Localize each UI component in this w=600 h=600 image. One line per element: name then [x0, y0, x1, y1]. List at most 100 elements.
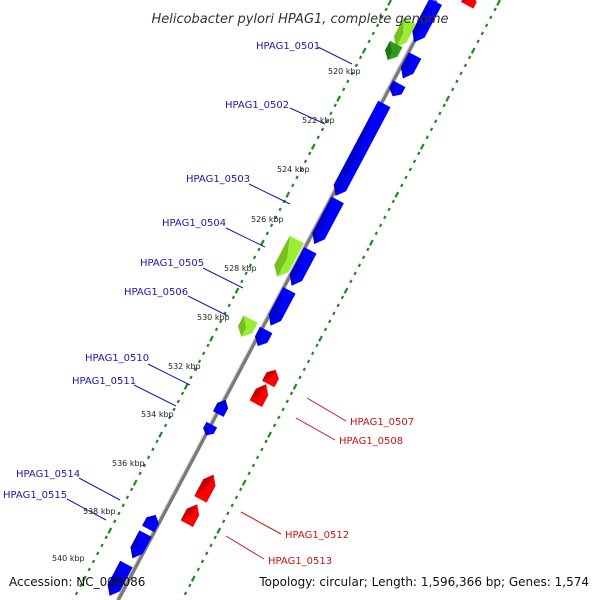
gene-features [107, 0, 477, 596]
gc-tick [285, 191, 291, 198]
gc-tick [107, 527, 113, 534]
gene-0501b-arrow[interactable] [400, 52, 422, 79]
gc-tick [214, 327, 219, 332]
gene-0508-arrow-shade [249, 384, 267, 401]
gene-0513-arrow-body [180, 504, 200, 527]
gc-tick [419, 143, 425, 150]
gc-tick [350, 71, 354, 76]
gene-0515-arrow[interactable] [130, 530, 152, 559]
gene-0506-arrow-shade [268, 287, 284, 326]
gene-0511-arrow[interactable] [203, 421, 218, 436]
scale-label-534: 534 kbp [141, 410, 174, 419]
gene-0503-arrow[interactable] [333, 100, 391, 196]
leader-line [202, 267, 244, 289]
gene-label-0506[interactable]: HPAG1_0506 [124, 287, 188, 298]
gc-tick [496, 0, 501, 6]
gc-tick [200, 559, 205, 564]
gc-tick [291, 183, 295, 188]
gc-content-tracks [71, 0, 501, 600]
leader-line [317, 46, 353, 65]
gc-tick [451, 87, 455, 92]
gc-tick [269, 223, 274, 228]
gene-0515-arrow-shade [130, 530, 140, 559]
gc-tick [278, 207, 282, 212]
gene-0505-highlight[interactable] [274, 235, 304, 277]
gene-label-0514[interactable]: HPAG1_0514 [16, 469, 80, 480]
gene-label-0502[interactable]: HPAG1_0502 [225, 100, 289, 111]
gene-0501-highlight-dark-body [385, 40, 403, 60]
gc-tick [180, 391, 185, 396]
gene-0506b-arrow-shade [255, 326, 262, 346]
gene-0508-arrow[interactable] [249, 384, 269, 407]
gene-0502a-arrow-body [389, 80, 406, 97]
gc-tick [222, 519, 226, 524]
gene-0501-arrow[interactable] [412, 0, 442, 43]
gene-label-0515[interactable]: HPAG1_0515 [3, 490, 67, 501]
gc-tick [209, 335, 214, 342]
gc-tick [353, 271, 357, 276]
gc-tick [295, 175, 299, 180]
gene-0514-arrow[interactable] [142, 514, 159, 533]
gene-0511-arrow-body [203, 421, 218, 436]
gene-label-0505[interactable]: HPAG1_0505 [140, 258, 204, 269]
gc-tick [302, 367, 306, 372]
gene-0504-arrow[interactable] [312, 196, 344, 245]
gc-tick [240, 279, 244, 284]
gc-tick [489, 15, 493, 20]
gene-label-0513[interactable]: HPAG1_0513 [268, 556, 332, 567]
gene-0506-arrow[interactable] [268, 287, 296, 326]
gene-label-0501[interactable]: HPAG1_0501 [256, 41, 320, 52]
leader-line [295, 417, 336, 441]
gene-0516-arrow[interactable] [107, 560, 133, 596]
gene-0512-arrow[interactable] [194, 474, 216, 503]
gc-tick [367, 39, 371, 44]
gc-tick [310, 143, 316, 150]
gene-top-red-arrow[interactable] [461, 0, 477, 9]
scale-label-528: 528 kbp [224, 264, 257, 273]
gene-label-0512[interactable]: HPAG1_0512 [285, 530, 349, 541]
gc-tick [213, 535, 217, 540]
gc-tick [168, 415, 172, 420]
gene-label-0507[interactable]: HPAG1_0507 [350, 417, 414, 428]
gc-tick [374, 231, 378, 236]
gene-label-0510[interactable]: HPAG1_0510 [85, 353, 149, 364]
gc-tick [320, 127, 325, 132]
gc-tick [357, 263, 362, 268]
gc-tick [155, 439, 159, 444]
gc-tick [308, 151, 312, 156]
gc-tick [209, 543, 213, 548]
gc-tick [176, 399, 180, 404]
gene-label-0511[interactable]: HPAG1_0511 [72, 376, 136, 387]
leader-line [225, 535, 265, 560]
gene-0510-arrow[interactable] [213, 399, 229, 417]
gc-tick [234, 495, 239, 500]
gc-tick [241, 479, 247, 486]
gc-tick [306, 359, 311, 364]
gene-label-0504[interactable]: HPAG1_0504 [162, 218, 226, 229]
gc-track-inner [71, 0, 392, 600]
gc-tick [257, 247, 261, 252]
gc-tick [158, 431, 163, 438]
gene-0506-highlight[interactable] [238, 315, 258, 337]
gc-tick [369, 239, 374, 246]
scale-label-536: 536 kbp [112, 459, 145, 468]
gc-tick [387, 0, 392, 6]
gene-label-0508[interactable]: HPAG1_0508 [339, 436, 403, 447]
gc-tick [455, 79, 459, 84]
gene-0501-highlight-body [394, 17, 417, 48]
gene-0506b-arrow[interactable] [255, 326, 273, 346]
gc-tick [100, 543, 104, 548]
gc-tick [265, 231, 269, 236]
leader-line [225, 227, 266, 248]
gene-label-0503[interactable]: HPAG1_0503 [186, 174, 250, 185]
gene-0501-highlight[interactable] [394, 17, 417, 48]
gene-0507-arrow[interactable] [262, 369, 279, 388]
gene-0513-arrow[interactable] [180, 504, 200, 527]
gene-0505-arrow[interactable] [289, 247, 317, 286]
gc-tick [378, 223, 383, 228]
gc-tick [292, 383, 298, 390]
gc-tick [87, 567, 91, 572]
scale-label-538: 538 kbp [83, 507, 116, 516]
gene-0502a-arrow[interactable] [389, 80, 406, 97]
gene-0501-highlight-dark[interactable] [385, 40, 403, 60]
